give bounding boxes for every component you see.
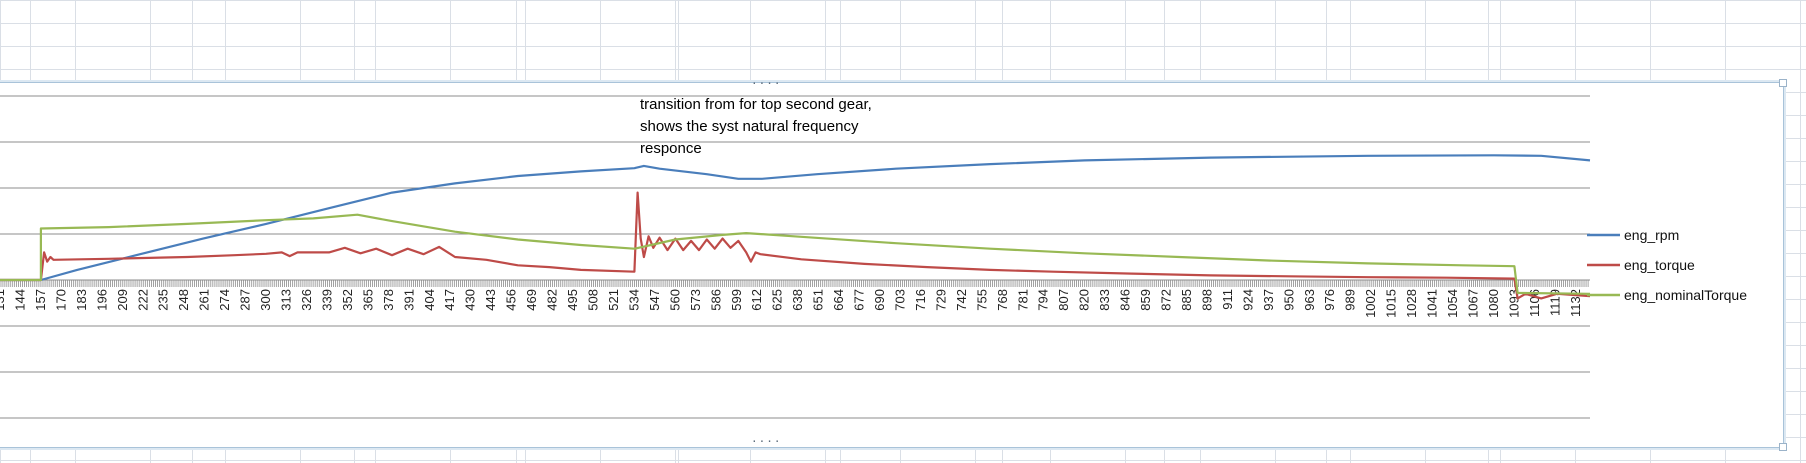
chart-annotation: transition from for top second gear, show… — [640, 94, 960, 160]
x-tick-label: 300 — [258, 289, 273, 311]
x-tick-label: 859 — [1138, 289, 1153, 311]
x-tick-label: 885 — [1179, 289, 1194, 311]
x-tick-label: 989 — [1343, 289, 1358, 311]
x-tick-label: 235 — [156, 289, 171, 311]
series-line-eng-torque — [0, 191, 1591, 300]
x-tick-label: 586 — [708, 289, 723, 311]
x-tick-label: 794 — [1036, 289, 1051, 311]
x-tick-label: 456 — [504, 289, 519, 311]
annotation-line: shows the syst natural frequency — [640, 118, 859, 135]
x-tick-label: 651 — [811, 289, 826, 311]
x-tick-label: 612 — [749, 289, 764, 311]
legend-label: eng_nominalTorque — [1624, 287, 1747, 303]
x-tick-label: 1002 — [1363, 289, 1378, 318]
x-tick-label: 313 — [279, 289, 294, 311]
x-tick-label: 898 — [1199, 289, 1214, 311]
annotation-line: transition from for top second gear, — [640, 96, 872, 113]
series-lines — [0, 154, 1591, 300]
x-tick-label: 417 — [442, 289, 457, 311]
x-tick-label: 157 — [33, 289, 48, 311]
x-tick-label: 534 — [626, 289, 641, 311]
x-axis-tick-labels: 131 144 157 170 183 196 209 222 235 248 261 274 287 3… — [0, 289, 1583, 318]
x-tick-label: 833 — [1097, 289, 1112, 311]
x-tick-label: 131 — [0, 289, 7, 311]
x-tick-label: 560 — [667, 289, 682, 311]
x-tick-label: 391 — [401, 289, 416, 311]
x-tick-label: 924 — [1240, 289, 1255, 311]
x-tick-label: 222 — [135, 289, 150, 311]
series-line-eng-rpm — [0, 154, 1591, 282]
x-tick-label: 742 — [954, 289, 969, 311]
x-tick-label: 664 — [831, 289, 846, 311]
x-tick-label: 521 — [606, 289, 621, 311]
x-tick-label: 443 — [483, 289, 498, 311]
x-tick-label: 1015 — [1384, 289, 1399, 318]
x-tick-label: 352 — [340, 289, 355, 311]
x-tick-label: 950 — [1281, 289, 1296, 311]
x-tick-label: 287 — [238, 289, 253, 311]
x-tick-label: 326 — [299, 289, 314, 311]
x-tick-label: 1028 — [1404, 289, 1419, 318]
x-tick-label: 508 — [585, 289, 600, 311]
x-tick-label: 209 — [115, 289, 130, 311]
x-tick-label: 1067 — [1466, 289, 1481, 318]
x-tick-label: 872 — [1159, 289, 1174, 311]
x-tick-label: 638 — [790, 289, 805, 311]
legend: eng_rpm eng_torque eng_nominalTorque — [1587, 227, 1747, 303]
x-tick-label: 976 — [1322, 289, 1337, 311]
x-tick-label: 404 — [422, 289, 437, 311]
x-tick-label: 1054 — [1445, 289, 1460, 318]
x-tick-label: 339 — [319, 289, 334, 311]
x-tick-label: 911 — [1220, 289, 1235, 310]
x-tick-label: 261 — [197, 289, 212, 311]
corner-handle-bottom-right[interactable] — [1779, 443, 1787, 451]
x-tick-label: 690 — [872, 289, 887, 311]
legend-label: eng_rpm — [1624, 227, 1679, 243]
x-tick-label: 599 — [729, 289, 744, 311]
x-tick-label: 703 — [892, 289, 907, 311]
gridlines — [0, 95, 1590, 419]
x-tick-label: 807 — [1056, 289, 1071, 311]
x-tick-label: 144 — [12, 289, 27, 311]
x-tick-label: 248 — [176, 289, 191, 311]
x-tick-label: 963 — [1302, 289, 1317, 311]
x-tick-label: 937 — [1261, 289, 1276, 311]
x-axis-ticks — [0, 280, 1589, 287]
annotation-line: responce — [640, 140, 702, 157]
x-tick-label: 820 — [1077, 289, 1092, 311]
x-tick-label: 183 — [74, 289, 89, 311]
x-tick-label: 1041 — [1425, 289, 1440, 318]
x-tick-label: 547 — [647, 289, 662, 311]
x-tick-label: 274 — [217, 289, 232, 311]
x-tick-label: 170 — [53, 289, 68, 311]
x-tick-label: 378 — [381, 289, 396, 311]
x-tick-label: 716 — [913, 289, 928, 311]
bottom-resize-handle[interactable]: ···· — [751, 435, 782, 448]
x-tick-label: 469 — [524, 289, 539, 311]
x-tick-label: 1080 — [1486, 289, 1501, 318]
legend-label: eng_torque — [1624, 257, 1695, 273]
x-tick-label: 495 — [565, 289, 580, 311]
x-tick-label: 729 — [933, 289, 948, 311]
x-tick-label: 365 — [360, 289, 375, 311]
x-tick-label: 482 — [545, 289, 560, 311]
x-tick-label: 755 — [974, 289, 989, 311]
x-tick-label: 677 — [852, 289, 867, 311]
x-tick-label: 846 — [1118, 289, 1133, 311]
series-line-eng-nominaltorque — [0, 213, 1591, 295]
x-tick-label: 781 — [1015, 289, 1030, 311]
corner-handle-top-right[interactable] — [1779, 79, 1787, 87]
x-tick-label: 768 — [995, 289, 1010, 311]
x-tick-label: 625 — [770, 289, 785, 311]
x-tick-label: 196 — [94, 289, 109, 311]
x-tick-label: 430 — [463, 289, 478, 311]
x-tick-label: 573 — [688, 289, 703, 311]
top-resize-handle[interactable]: ···· — [751, 77, 782, 90]
